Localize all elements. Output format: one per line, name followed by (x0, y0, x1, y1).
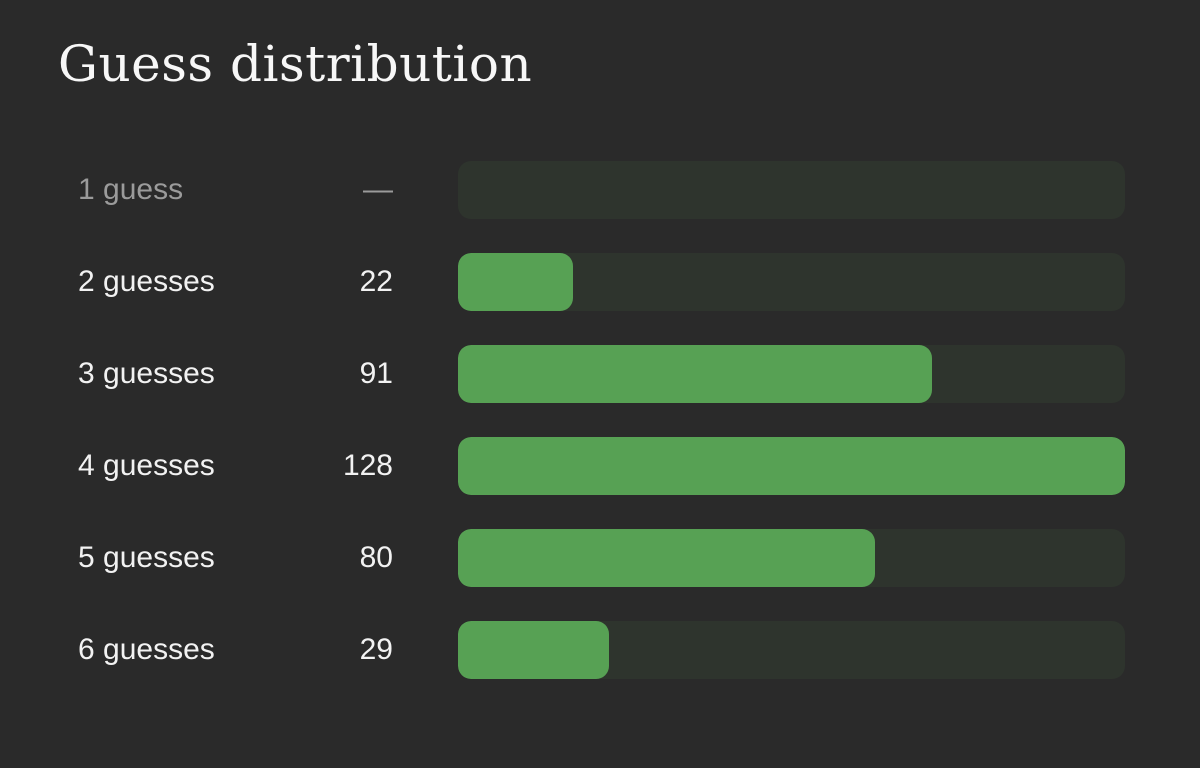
guess-bar-fill (458, 437, 1125, 495)
guess-row-4: 4 guesses 128 (78, 437, 1125, 495)
guess-row-count: — (363, 173, 393, 206)
guess-row-5: 5 guesses 80 (78, 529, 1125, 587)
guess-row-2: 2 guesses 22 (78, 253, 1125, 311)
guess-row-count: 91 (359, 357, 393, 390)
guess-row-label: 1 guess (78, 173, 184, 206)
guess-bar-track (458, 345, 1125, 403)
guess-bar-track (458, 621, 1125, 679)
guess-row-label: 6 guesses (78, 633, 215, 666)
guess-row-count: 128 (342, 449, 393, 482)
guess-bar-fill (458, 621, 610, 679)
guess-row-count: 80 (359, 541, 393, 574)
guess-row-label: 4 guesses (78, 449, 215, 482)
guess-row-3: 3 guesses 91 (78, 345, 1125, 403)
guess-row-label: 5 guesses (78, 541, 215, 574)
guess-bar-track (458, 437, 1125, 495)
guess-row-6: 6 guesses 29 (78, 621, 1125, 679)
guess-row-count: 29 (359, 633, 393, 666)
guess-bar-fill (458, 529, 875, 587)
guess-row-label: 2 guesses (78, 265, 215, 298)
guess-bar-fill (458, 253, 573, 311)
guess-row-count: 22 (359, 265, 393, 298)
page-title: Guess distribution (58, 35, 533, 93)
guess-bar-fill (458, 345, 933, 403)
guess-row-label: 3 guesses (78, 357, 215, 390)
guess-bar-track (458, 161, 1125, 219)
guess-bar-track (458, 253, 1125, 311)
guess-distribution-chart: 1 guess — 2 guesses 22 3 guesses 91 4 gu… (78, 161, 1125, 679)
guess-row-1: 1 guess — (78, 161, 1125, 219)
guess-bar-track (458, 529, 1125, 587)
